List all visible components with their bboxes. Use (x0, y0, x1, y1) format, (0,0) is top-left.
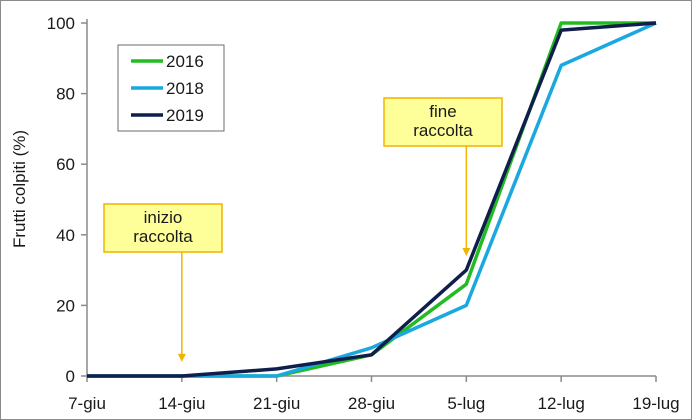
y-axis-title: Frutti colpiti (%) (10, 130, 29, 248)
y-tick-label: 0 (66, 367, 75, 386)
x-tick-label: 5-lug (447, 394, 485, 413)
y-tick-label: 60 (56, 155, 75, 174)
x-tick-label: 12-lug (538, 394, 585, 413)
annotation-arrow-head (177, 353, 186, 362)
annotation-text: raccolta (133, 227, 193, 246)
legend-label-2019: 2019 (166, 106, 204, 125)
y-tick-label: 80 (56, 85, 75, 104)
x-tick-label: 7-giu (68, 394, 106, 413)
legend-label-2016: 2016 (166, 52, 204, 71)
y-tick-label: 20 (56, 296, 75, 315)
x-tick-label: 28-giu (348, 394, 395, 413)
y-tick-label: 100 (47, 14, 75, 33)
legend-label-2018: 2018 (166, 79, 204, 98)
annotation-box (383, 97, 503, 147)
annotation-text: inizio (144, 208, 183, 227)
axes: 0 20 40 60 80 100 7-giu 14-giu 21-giu 28-giu 5-lug… (47, 14, 680, 413)
annotation-text: fine (429, 102, 456, 121)
y-tick-label: 40 (56, 226, 75, 245)
annotation-text: raccolta (413, 121, 473, 140)
x-tick-label: 21-giu (253, 394, 300, 413)
annotation-arrow-head (462, 247, 471, 256)
x-tick-label: 19-lug (632, 394, 679, 413)
legend: 2016 2018 2019 (117, 44, 225, 132)
series-line-2019 (87, 21, 657, 378)
series-lines (87, 21, 657, 378)
x-tick-label: 14-giu (158, 394, 205, 413)
annotation-box (103, 203, 223, 253)
